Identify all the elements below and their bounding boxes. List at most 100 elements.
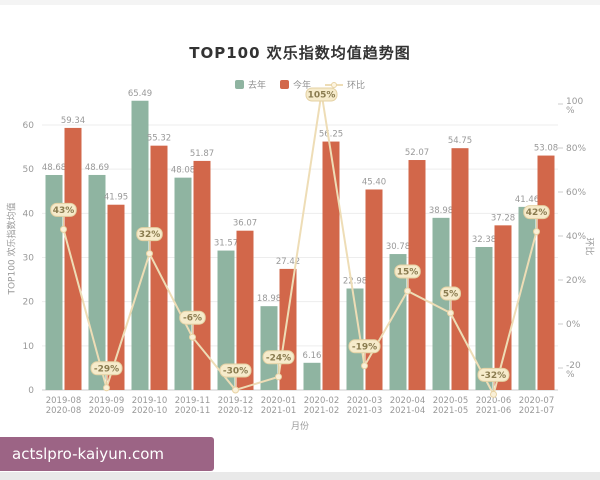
mom-ratio-point[interactable] [146,250,153,258]
bar-last-year-value-label: 41.46 [515,195,539,205]
bar-last-year[interactable] [174,177,192,390]
bar-this-year[interactable] [279,268,297,390]
pct-label-pill [219,363,252,378]
bar-last-year[interactable] [518,206,536,390]
right-axis-tick-label: 60% [566,188,586,198]
bar-last-year[interactable] [88,174,106,390]
pct-label-pill [394,264,421,279]
bar-this-year-value-label: 27.42 [276,257,300,267]
chart-title: TOP100 欢乐指数均值趋势图 [189,44,411,62]
bar-last-year[interactable] [475,246,493,390]
bar-last-year-value-label: 38.98 [429,206,453,216]
right-axis-tick-label: 0% [566,320,581,330]
pct-label-pill [262,350,295,365]
pct-label-text: 5% [443,290,458,300]
x-axis-category-label: 2019-09 2020-09 [89,396,125,416]
bar-last-year-value-label: 48.08 [171,166,195,176]
left-axis-tick-label: 30 [23,254,35,264]
bar-last-year-value-label: 6.16 [303,351,322,361]
pct-label-pill [305,87,338,102]
bar-last-year[interactable] [389,254,407,390]
legend-item-last-year[interactable]: 去年 [234,78,266,91]
x-axis-category-label: 2020-07 2021-07 [519,396,555,416]
bar-this-year-value-label: 45.40 [362,177,386,187]
right-axis-tick-label: 100% [566,97,583,116]
x-axis-title: 月份 [290,422,309,432]
left-axis-tick-label: 60 [23,121,35,131]
pct-label-text: 43% [53,206,75,216]
bar-last-year-value-label: 22.98 [343,277,367,287]
bar-this-year[interactable] [236,230,254,390]
pct-label-text: 32% [139,230,161,240]
top-margin-band [0,0,600,5]
bar-last-year-value-label: 65.49 [128,89,152,99]
legend-item-mom-ratio[interactable]: 环比 [325,78,365,91]
pct-label-text: 42% [526,208,548,218]
bar-this-year-value-label: 56.25 [319,130,343,140]
x-axis-category-label: 2020-05 2021-05 [433,396,469,416]
x-axis-category-label: 2019-11 2020-11 [175,396,211,416]
mom-ratio-line [62,92,538,398]
mom-ratio-point[interactable] [232,386,239,394]
pct-label-pill [90,361,123,376]
legend-item-this-year[interactable]: 今年 [279,78,311,91]
bar-this-year[interactable] [193,160,211,390]
bar-this-year[interactable] [451,148,469,390]
pct-label-pill [523,205,550,220]
bar-last-year[interactable] [346,288,364,390]
left-axis-tick-label: 50 [23,165,35,175]
legend-label-mom-ratio: 环比 [347,81,366,91]
mom-ratio-point[interactable] [103,384,110,392]
bar-this-year-value-label: 54.75 [448,136,472,146]
legend-swatch-last-year [234,80,244,89]
mom-ratio-point[interactable] [60,225,67,233]
right-axis-tick-label: 40% [566,232,586,242]
bar-this-year[interactable] [537,155,555,390]
mom-ratio-point[interactable] [490,390,497,398]
legend-swatch-this-year [279,80,289,89]
x-axis-category-label: 2020-03 2021-03 [347,396,383,416]
bar-this-year[interactable] [64,127,82,390]
bar-last-year[interactable] [260,306,278,390]
mom-ratio-point[interactable] [447,309,454,317]
mom-ratio-point[interactable] [275,373,282,381]
left-axis-tick-label: 20 [23,298,35,308]
watermark: actslpro-kaiyun.com [0,437,214,471]
bar-this-year[interactable] [150,145,168,390]
x-axis-category-label: 2019-12 2020-12 [218,396,254,416]
pct-label-text: -24% [266,353,291,363]
bar-this-year[interactable] [494,225,512,390]
bar-last-year-value-label: 30.78 [386,242,410,252]
mom-ratio-point[interactable] [533,228,540,236]
bar-this-year[interactable] [322,141,340,390]
legend-label-last-year: 去年 [247,81,266,91]
bar-last-year[interactable] [131,100,149,390]
bar-last-year[interactable] [45,174,63,390]
mom-ratio-point[interactable] [404,287,411,295]
bar-this-year-value-label: 51.87 [190,149,214,159]
x-axis-category-label: 2020-06 2021-06 [476,396,512,416]
mom-ratio-point[interactable] [361,362,368,370]
bottom-margin-band [0,472,600,480]
bar-this-year-value-label: 37.28 [491,213,515,223]
pct-label-text: -32% [481,371,506,381]
bar-last-year[interactable] [217,250,235,390]
bar-last-year-value-label: 48.69 [85,163,109,173]
bar-this-year-value-label: 41.95 [104,193,128,203]
bar-last-year-value-label: 18.98 [257,294,281,304]
pct-label-pill [179,310,206,325]
bar-last-year[interactable] [432,217,450,390]
mom-ratio-point[interactable] [189,333,196,341]
bar-last-year-value-label: 31.57 [214,239,238,249]
x-axis-category-label: 2020-01 2021-01 [261,396,297,416]
bar-this-year-value-label: 36.07 [233,219,257,229]
left-axis-tick-label: 10 [23,342,35,352]
right-axis-tick-label: 20% [566,276,586,286]
bar-this-year-value-label: 59.34 [61,116,85,126]
pct-label-text: -29% [94,364,119,374]
bar-this-year-value-label: 53.08 [534,144,558,154]
pct-label-pill [348,339,381,354]
bar-last-year[interactable] [303,362,321,390]
x-axis-category-label: 2020-02 2021-02 [304,396,340,416]
